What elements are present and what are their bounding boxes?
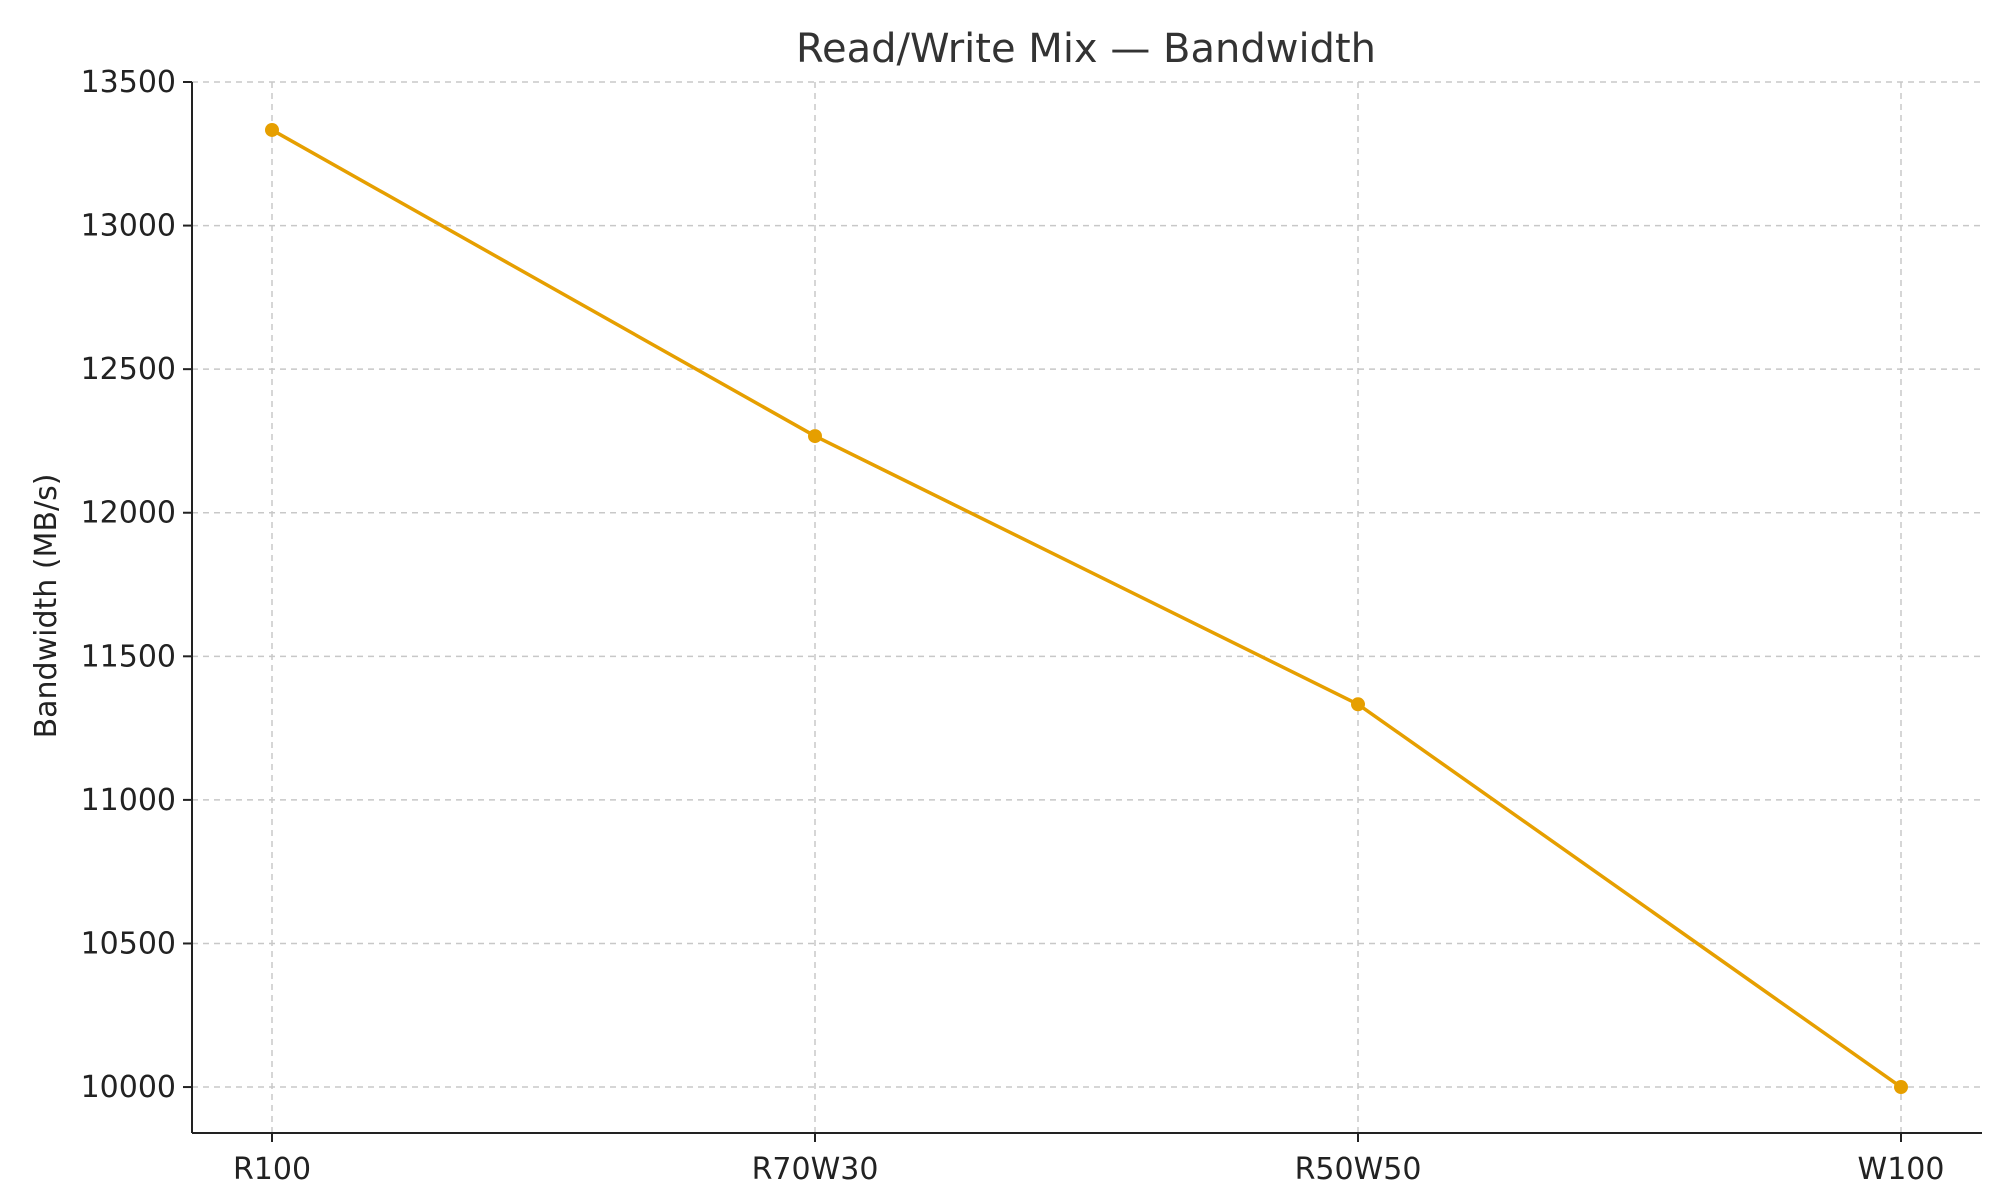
y-tick-label: 11500 [81, 639, 176, 674]
axes-layer [183, 81, 1982, 1142]
x-tick-label: W100 [1858, 1152, 1945, 1187]
series-line [270, 128, 1903, 1089]
y-tick-label: 10000 [81, 1070, 176, 1105]
y-tick-label: 13000 [81, 209, 176, 244]
data-point [1894, 1080, 1908, 1095]
y-tick-label: 12000 [81, 496, 176, 531]
data-point [808, 429, 822, 444]
y-axis-label: Bandwidth (MB/s) [29, 474, 64, 739]
tick-label-layer: 10000 10500 11000 11500 12000 12500 13000 13500… [81, 65, 1945, 1187]
x-tick-label: R100 [233, 1152, 311, 1187]
grid-layer [192, 81, 1982, 1133]
x-tick-label: R70W30 [752, 1152, 879, 1187]
data-point [1351, 697, 1365, 712]
y-tick-label: 12500 [81, 352, 176, 387]
data-point [265, 122, 279, 137]
series-layer [265, 122, 1908, 1095]
y-tick-label: 10500 [81, 926, 176, 961]
x-tick-label: R50W50 [1295, 1152, 1422, 1187]
y-tick-label: 11000 [81, 783, 176, 818]
y-tick-label: 13500 [81, 65, 176, 100]
chart-title: Read/Write Mix — Bandwidth [796, 26, 1376, 72]
